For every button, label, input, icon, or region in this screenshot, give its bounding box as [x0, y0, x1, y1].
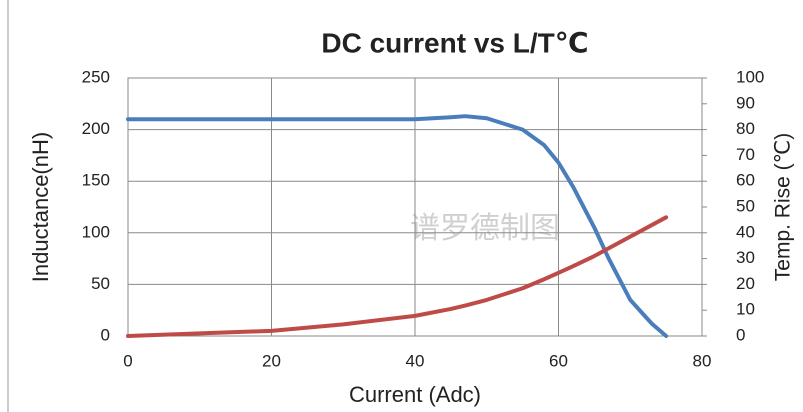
x-tick-label: 60	[549, 351, 568, 370]
y2-tick-label: 0	[736, 325, 745, 344]
y-tick-label: 0	[101, 325, 110, 344]
y2-tick-label: 90	[736, 93, 755, 112]
y2-tick-label: 20	[736, 274, 755, 293]
data-line	[126, 114, 669, 338]
x-tick-label: 20	[262, 351, 281, 370]
chart-title: DC current vs L/T℃	[321, 27, 588, 58]
y-axis-title: Inductance(nH)	[28, 132, 53, 282]
data-line	[126, 215, 669, 338]
y2-tick-label: 70	[736, 145, 755, 164]
y2-tick-label: 40	[736, 222, 755, 241]
y2-tick-label: 60	[736, 171, 755, 190]
y2-tick-label: 30	[736, 248, 755, 267]
y-tick-label: 250	[82, 67, 110, 86]
x-tick-label: 80	[693, 351, 712, 370]
y2-tick-label: 10	[736, 300, 755, 319]
y-tick-label: 100	[82, 222, 110, 241]
x-tick-label: 0	[123, 351, 132, 370]
x-tick-label: 40	[406, 351, 425, 370]
y-tick-label: 150	[82, 171, 110, 190]
y-tick-label: 200	[82, 119, 110, 138]
y2-axis-title: Temp. Rise (℃)	[772, 133, 795, 281]
y2-tick-label: 50	[736, 196, 755, 215]
watermark: 谱罗德制图	[410, 212, 560, 245]
y-tick-label: 50	[91, 274, 110, 293]
x-axis-title: Current (Adc)	[349, 382, 481, 407]
y2-tick-label: 100	[736, 67, 764, 86]
y2-tick-label: 80	[736, 119, 755, 138]
plot-border	[127, 77, 703, 337]
